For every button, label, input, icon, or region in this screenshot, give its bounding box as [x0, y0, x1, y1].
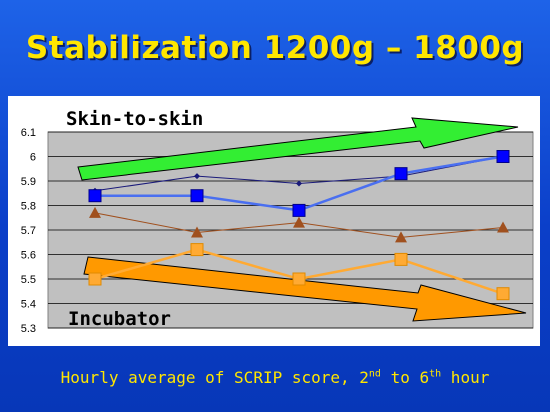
- line-chart: 6.1 6 5.9 5.8 5.7 5.6 5.5 5.4 5.3 Skin-to-skin Inc…: [21, 108, 534, 335]
- caption-text-end: hour: [441, 368, 490, 387]
- y-tick-label: 6: [30, 152, 36, 164]
- caption-superscript-nd: nd: [368, 368, 381, 380]
- data-point: [497, 221, 509, 233]
- data-point: [292, 203, 306, 217]
- data-point: [394, 252, 408, 266]
- y-tick-label: 5.6: [21, 250, 36, 262]
- data-point: [88, 189, 102, 203]
- chart-caption: Hourly average of SCRIP score, 2nd to 6t…: [0, 368, 550, 387]
- y-tick-label: 6.1: [21, 127, 36, 139]
- annotation-skin-to-skin: Skin-to-skin: [66, 108, 203, 130]
- data-point: [292, 272, 306, 286]
- data-point: [296, 180, 302, 187]
- data-point: [496, 287, 510, 301]
- caption-text-mid: to 6: [380, 368, 430, 387]
- data-point: [496, 150, 510, 163]
- caption-text: Hourly average of SCRIP score, 2: [60, 368, 369, 387]
- y-tick-label: 5.5: [21, 274, 36, 286]
- data-point: [190, 189, 204, 203]
- y-tick-label: 5.8: [21, 201, 36, 213]
- data-point: [293, 216, 305, 228]
- y-tick-label: 5.3: [21, 323, 36, 335]
- slide-title: Stabilization 1200g – 1800g: [25, 30, 525, 66]
- chart-panel: 6.1 6 5.9 5.8 5.7 5.6 5.5 5.4 5.3 Skin-to-skin Inc…: [8, 96, 540, 346]
- incubator-arrow: [83, 256, 527, 322]
- skin-to-skin-arrow: [77, 117, 519, 181]
- data-point: [88, 272, 102, 286]
- y-tick-label: 5.7: [21, 225, 36, 237]
- data-point: [89, 206, 101, 218]
- data-point: [394, 167, 408, 181]
- data-point: [191, 226, 203, 238]
- data-point: [395, 231, 407, 243]
- annotation-incubator: Incubator: [68, 308, 171, 330]
- data-point: [194, 173, 200, 180]
- y-tick-label: 5.9: [21, 176, 36, 188]
- data-point: [190, 243, 204, 257]
- y-tick-label: 5.4: [21, 299, 36, 311]
- caption-superscript-th: th: [429, 368, 442, 380]
